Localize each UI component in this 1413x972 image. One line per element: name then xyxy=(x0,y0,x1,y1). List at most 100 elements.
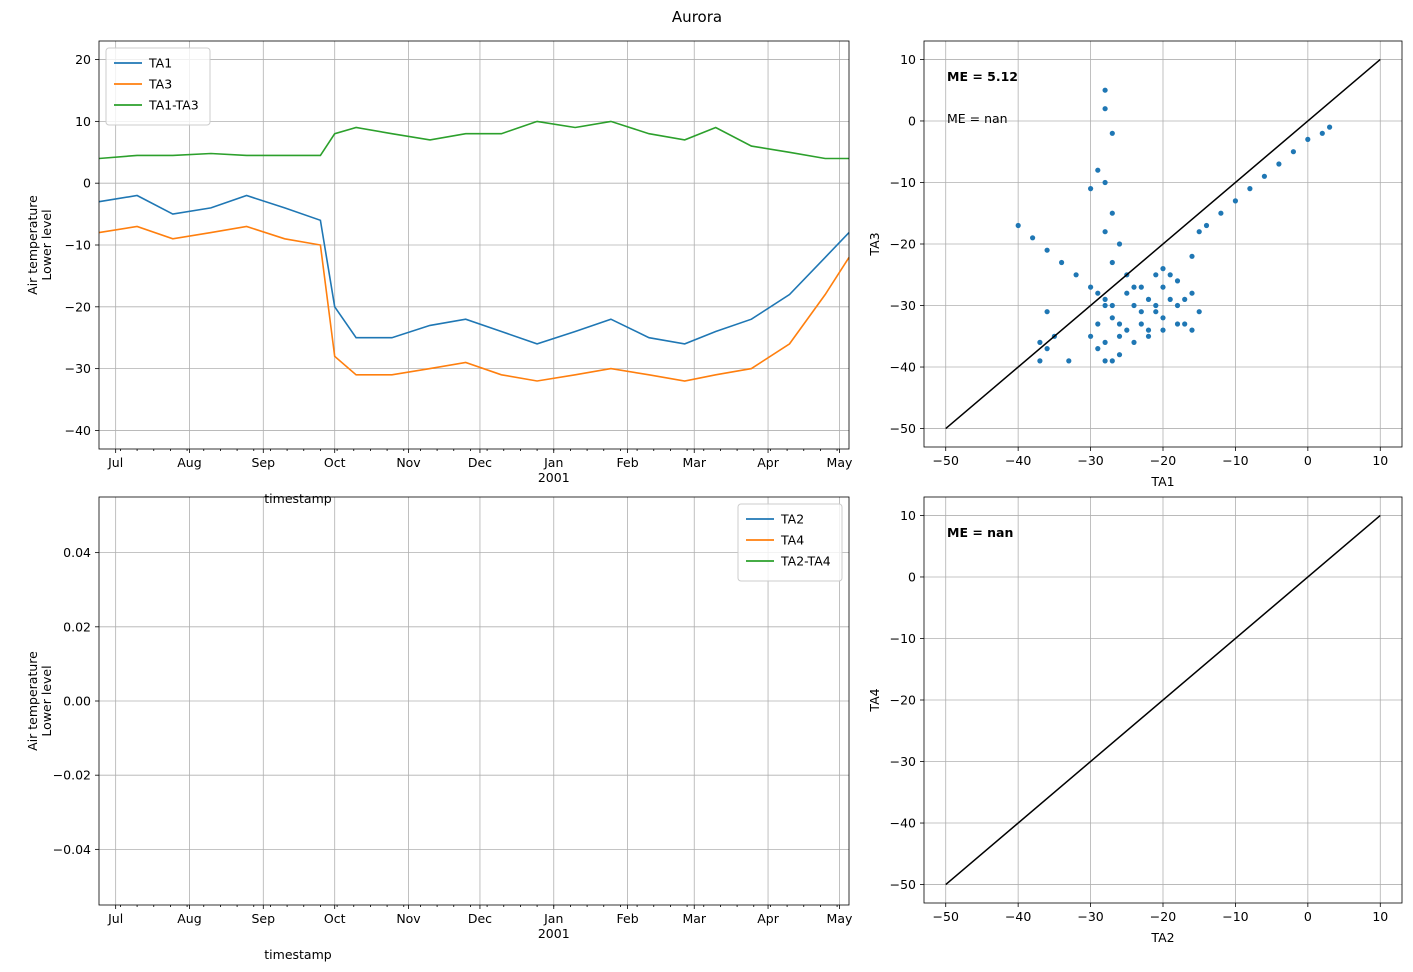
legend-label-ta4: TA4 xyxy=(780,533,804,548)
scatter-point xyxy=(1059,259,1065,266)
scatter-point xyxy=(1095,167,1101,173)
series-line-ta1-ta3 xyxy=(98,120,849,160)
x-tick-label: Oct xyxy=(324,911,346,926)
y-tick-label: −10 xyxy=(890,631,916,646)
scatter-point xyxy=(1044,346,1050,352)
scatter-point xyxy=(1131,284,1137,290)
x-axis-label: timestamp xyxy=(264,947,331,962)
scatter-point xyxy=(1319,130,1325,136)
scatter-point xyxy=(1145,327,1152,333)
y-tick-label: −40 xyxy=(65,423,91,438)
scatter-point xyxy=(1037,358,1043,364)
scatter-point xyxy=(1138,309,1144,315)
scatter-point xyxy=(1160,266,1166,272)
y-tick-label: −10 xyxy=(890,175,916,190)
x-tick-label: −50 xyxy=(933,909,959,924)
x-tick-label: Jul xyxy=(107,455,123,470)
scatter-point xyxy=(1290,149,1296,155)
scatter-point xyxy=(1182,321,1188,327)
y-tick-label: −40 xyxy=(890,816,916,831)
scatter-point xyxy=(1189,327,1195,333)
y-tick-label: −30 xyxy=(65,361,91,376)
x-tick-label: Feb xyxy=(617,455,639,470)
x-tick-label: −40 xyxy=(1005,453,1031,468)
legend-label-ta1: TA1 xyxy=(148,56,172,71)
x-tick-label: Mar xyxy=(682,455,706,470)
x-axis-label: TA2 xyxy=(1150,930,1174,945)
scatter-point xyxy=(1109,302,1115,309)
scatter-point xyxy=(1095,346,1101,352)
scatter-point xyxy=(1167,272,1173,278)
x-tick-label: Oct xyxy=(324,455,346,470)
y-axis-label: TA4 xyxy=(867,688,882,712)
x-tick-label: May xyxy=(827,911,853,926)
x-tick-label: −20 xyxy=(1150,453,1176,468)
scatter-point xyxy=(1174,302,1181,309)
scatter-point xyxy=(1138,321,1144,327)
scatter-point xyxy=(1153,309,1159,315)
y-tick-label: −30 xyxy=(890,754,916,769)
legend: TA1 TA3 TA1-TA3 xyxy=(105,47,211,126)
y-tick-label: −10 xyxy=(65,238,91,253)
y-tick-label: 0 xyxy=(908,113,916,128)
x-tick-label: −40 xyxy=(1005,909,1031,924)
scatter-point xyxy=(1138,284,1144,290)
y-tick-label: −40 xyxy=(890,360,916,375)
x-tick-label: Apr xyxy=(757,911,779,926)
y-tick-label: −0.02 xyxy=(53,768,91,783)
scatter-point xyxy=(1015,222,1021,229)
scatter-point xyxy=(1116,321,1123,327)
scatter-point xyxy=(1109,210,1115,216)
y-axis-label-line: Lower level xyxy=(39,665,54,736)
scatter-point xyxy=(1037,339,1043,345)
scatter-point xyxy=(1109,315,1115,321)
scatter-point xyxy=(1030,235,1036,241)
scatter-point xyxy=(1153,302,1159,309)
scatter-point xyxy=(1247,186,1253,192)
y-axis-label-line: Air temperature xyxy=(25,651,40,751)
scatter-point xyxy=(1174,321,1181,327)
x-tick-label: 0 xyxy=(1304,453,1312,468)
y-tick-label: −50 xyxy=(890,421,916,436)
scatter-point xyxy=(1109,259,1115,266)
y-tick-label: 10 xyxy=(75,114,91,129)
scatter-point xyxy=(1276,161,1282,167)
scatter-point xyxy=(1095,321,1101,327)
scatter-point xyxy=(1196,229,1202,235)
y-tick-label: 0 xyxy=(908,569,916,584)
x-tick-label: Nov xyxy=(396,455,421,470)
y-tick-label: −20 xyxy=(890,237,916,252)
scatter-point xyxy=(1102,179,1108,186)
x-tick-sublabel: 2001 xyxy=(538,926,570,941)
metric-annotation-bold: ME = nan xyxy=(947,525,1013,540)
scatter-point xyxy=(1116,241,1123,247)
x-tick-label: Jul xyxy=(107,911,123,926)
x-tick-label: Mar xyxy=(682,911,706,926)
scatter-point xyxy=(1102,87,1108,93)
scatter-point xyxy=(1232,198,1238,204)
scatter-point xyxy=(1145,296,1152,302)
legend: TA2 TA4 TA2-TA4 xyxy=(737,503,843,582)
x-tick-label: Dec xyxy=(468,911,492,926)
scatter-point xyxy=(1182,296,1188,302)
y-tick-label: 0.02 xyxy=(63,619,91,634)
x-tick-label: Jan xyxy=(543,911,563,926)
scatter-point xyxy=(1116,352,1123,358)
x-tick-label: −10 xyxy=(1222,453,1248,468)
x-tick-label: Dec xyxy=(468,455,492,470)
x-tick-label: Sep xyxy=(252,455,276,470)
scatter-point xyxy=(1160,327,1166,333)
y-tick-label: −30 xyxy=(890,298,916,313)
y-tick-label: 0.04 xyxy=(63,545,91,560)
scatter-point xyxy=(1131,339,1137,345)
x-tick-label: 10 xyxy=(1372,453,1388,468)
scatter-point xyxy=(1203,222,1210,229)
scatter-point xyxy=(1218,210,1224,216)
y-tick-label: −0.04 xyxy=(53,842,91,857)
scatter-point xyxy=(1088,186,1094,192)
scatter-point xyxy=(1102,358,1108,364)
scatter-point xyxy=(1044,247,1050,253)
y-tick-label: 0 xyxy=(83,176,91,191)
legend-label-ta3: TA3 xyxy=(148,77,172,92)
